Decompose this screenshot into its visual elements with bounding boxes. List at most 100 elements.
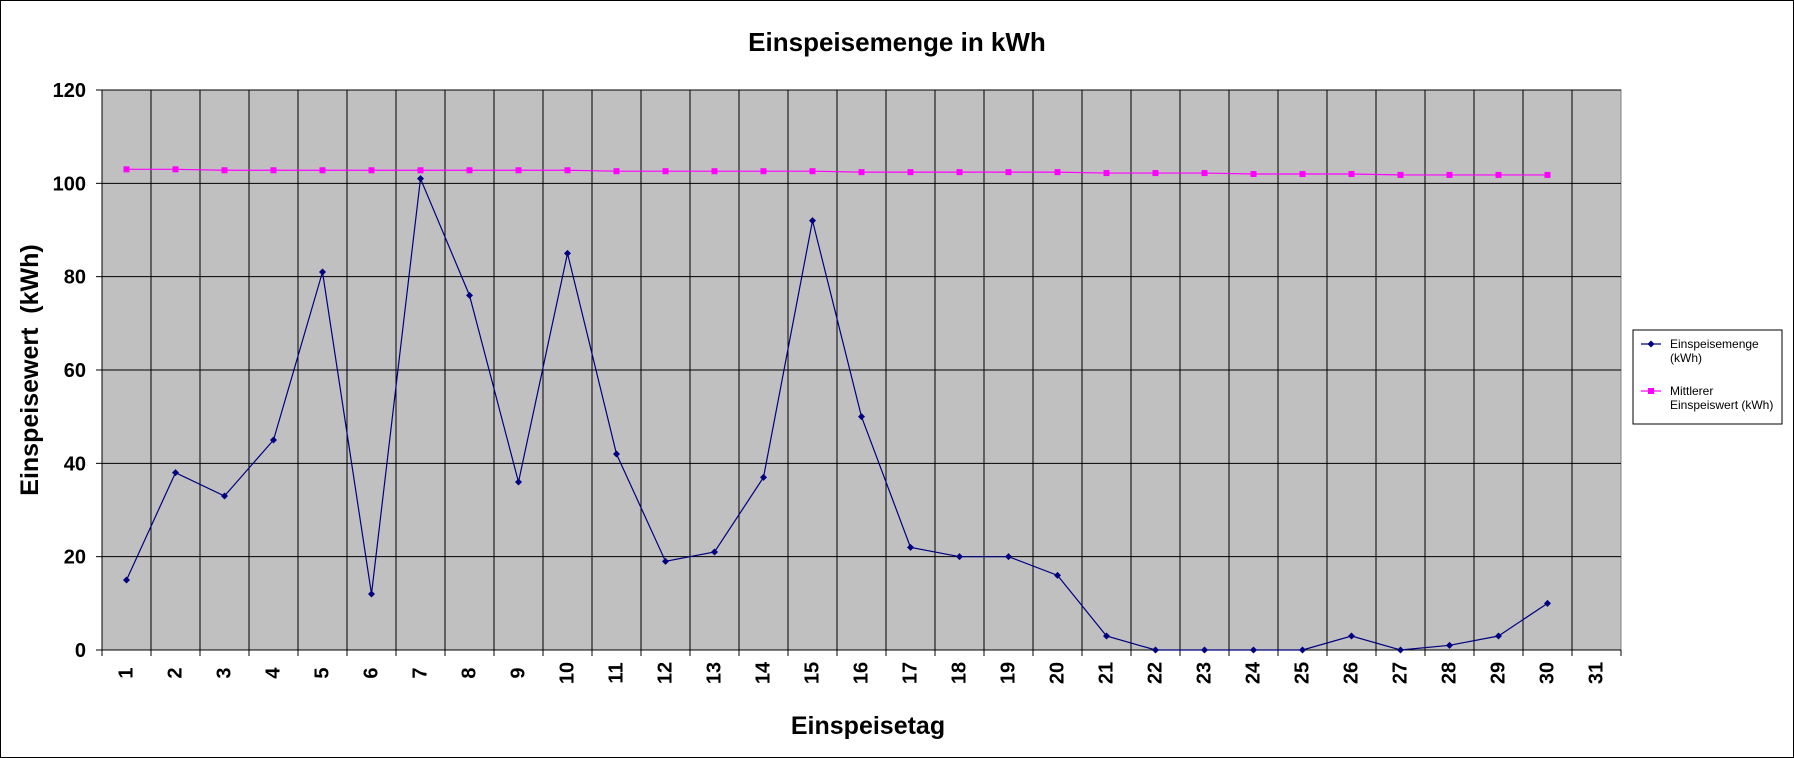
series-line (125, 176, 1548, 651)
x-tick-label: 7 (410, 667, 432, 678)
x-tick-label: 3 (214, 667, 236, 678)
data-point (172, 166, 179, 173)
data-point (1446, 171, 1453, 178)
y-tick-label: 60 (64, 360, 86, 382)
y-tick-label: 120 (53, 80, 86, 102)
data-point (466, 291, 473, 299)
chart-title: Einspeisemenge in kWh (748, 27, 1046, 57)
x-tick-label: 17 (900, 662, 922, 684)
series-1 (123, 175, 1551, 654)
data-point (466, 167, 473, 174)
legend-marker (1648, 388, 1654, 394)
data-point (711, 168, 718, 175)
y-axis-label: Einspeisewert (kWh) (16, 244, 44, 495)
data-point (564, 167, 571, 174)
data-point (319, 167, 326, 174)
data-point (1201, 170, 1208, 177)
data-point (564, 249, 571, 257)
x-tick-label: 2 (165, 667, 187, 678)
x-tick-label: 26 (1341, 662, 1363, 684)
data-point (1495, 632, 1502, 640)
x-tick-label: 27 (1390, 662, 1412, 684)
x-tick-label: 9 (508, 667, 530, 678)
x-tick-label: 6 (361, 667, 383, 678)
legend-label: Mittlerer (1670, 384, 1713, 398)
data-point (956, 553, 963, 561)
x-tick-label: 24 (1243, 661, 1265, 684)
data-point (809, 168, 816, 175)
data-point (613, 168, 620, 175)
x-tick-label: 8 (459, 667, 481, 678)
data-point (123, 576, 130, 584)
data-point (613, 450, 620, 458)
data-point (221, 492, 228, 500)
legend-box (1632, 329, 1783, 425)
data-point (1348, 632, 1355, 640)
x-tick-label: 11 (606, 662, 628, 683)
x-tick-label: 18 (949, 662, 971, 684)
x-tick-label: 30 (1537, 662, 1559, 684)
y-tick-label: 20 (64, 547, 86, 569)
data-point (1250, 646, 1257, 654)
data-point (1152, 646, 1159, 654)
data-point (123, 166, 130, 173)
x-tick-label: 15 (802, 662, 824, 684)
data-point (1201, 646, 1208, 654)
data-point (662, 168, 669, 175)
x-axis-label: Einspeisetag (791, 712, 945, 740)
data-point (221, 167, 228, 174)
data-point (1299, 171, 1306, 177)
data-point (172, 469, 179, 477)
data-point (515, 167, 522, 174)
data-point (956, 169, 963, 176)
series-layer (123, 166, 1551, 654)
x-tick-label: 31 (1586, 662, 1608, 684)
x-tick-label: 5 (312, 667, 334, 678)
data-point (1299, 646, 1306, 654)
x-tick-label: 29 (1488, 662, 1510, 684)
legend: Einspeisemenge(kWh) MittlererEinspeiswert… (1632, 329, 1783, 425)
data-point (907, 543, 914, 551)
x-tick-label: 13 (704, 662, 726, 684)
x-tick-label: 21 (1096, 662, 1118, 684)
data-point (858, 413, 865, 421)
y-tick-label: 80 (64, 267, 86, 289)
data-point (1005, 169, 1012, 176)
gridlines (102, 89, 1621, 650)
y-tick-labels: 0 20 40 60 80 100 120 (53, 80, 86, 662)
y-tick-label: 0 (75, 640, 86, 662)
data-point (809, 217, 816, 225)
x-tick-label: 4 (263, 667, 285, 679)
x-tick-label: 10 (557, 662, 579, 684)
x-tick-label: 20 (1047, 662, 1069, 684)
data-point (1495, 171, 1502, 178)
x-tick-label: 23 (1194, 662, 1216, 684)
axes (96, 89, 1622, 656)
data-point (1152, 170, 1159, 177)
x-tick-label: 12 (655, 662, 677, 684)
data-point (1054, 169, 1061, 176)
data-point (270, 167, 277, 174)
legend-label: Einspeisemenge (1670, 337, 1759, 351)
data-point (1544, 599, 1551, 607)
data-point (760, 473, 767, 481)
legend-label: Einspeiswert (kWh) (1670, 398, 1773, 412)
data-point (417, 167, 424, 174)
data-point (760, 168, 767, 175)
x-tick-label: 25 (1292, 662, 1314, 684)
data-point (1397, 646, 1404, 654)
x-tick-label: 22 (1145, 662, 1167, 684)
legend-marker (1647, 340, 1655, 348)
x-tick-label: 1 (116, 667, 138, 678)
data-point (1250, 171, 1257, 177)
data-point (1397, 171, 1404, 178)
x-tick-label: 16 (851, 662, 873, 684)
data-point (270, 436, 277, 444)
data-point (711, 548, 718, 556)
legend-label: (kWh) (1670, 351, 1702, 365)
data-point (1103, 632, 1110, 640)
series-line (126, 168, 1548, 176)
data-point (515, 478, 522, 486)
